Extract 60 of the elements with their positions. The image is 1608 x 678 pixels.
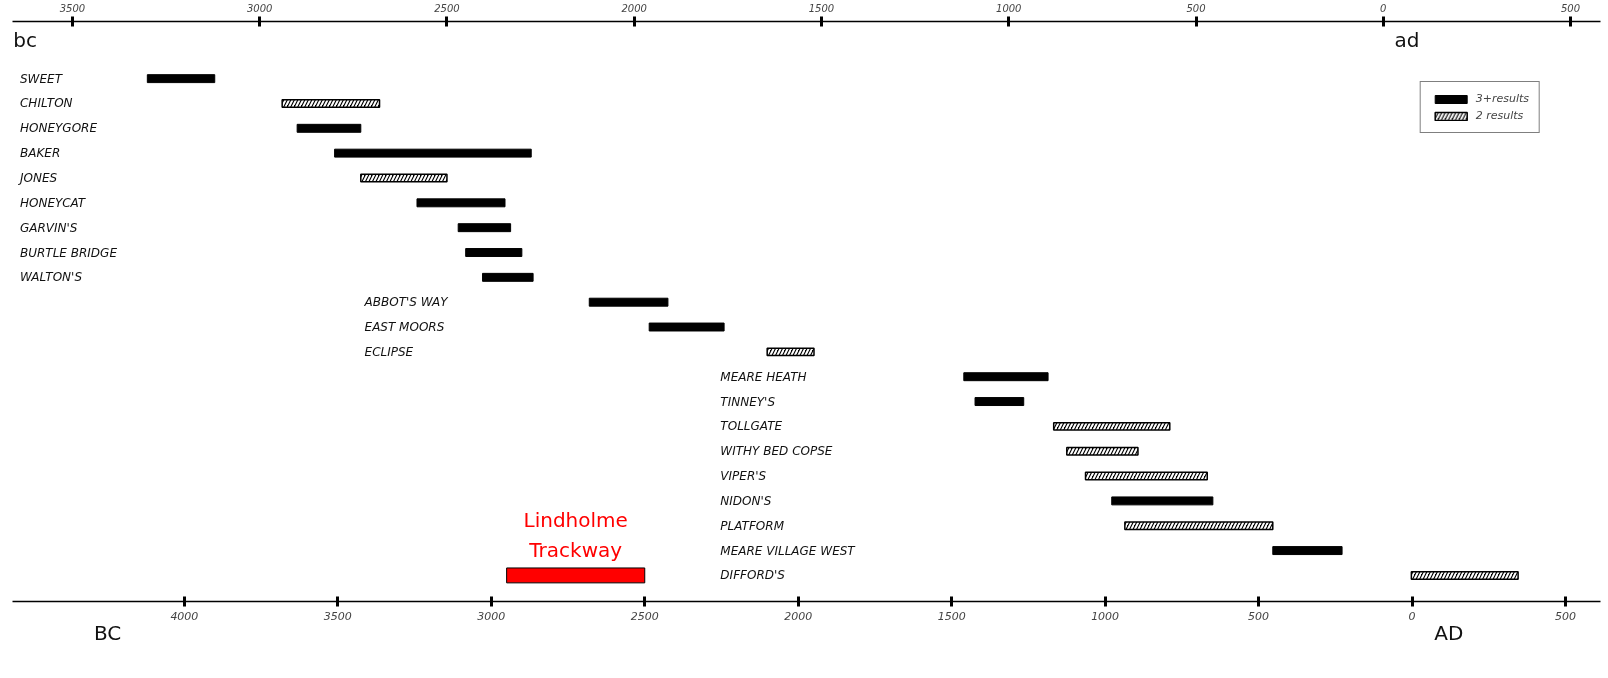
y-tick-label: GARVIN'S <box>19 220 78 235</box>
y-tick-label: ECLIPSE <box>364 344 414 359</box>
x2-tick-label: 500 <box>1555 609 1577 623</box>
x-tick-label: 500 <box>1186 2 1206 14</box>
y-tick-label: BURTLE BRIDGE <box>19 245 118 260</box>
x-tick-label: 500 <box>1560 2 1581 14</box>
text: AD <box>1434 620 1464 645</box>
x2-tick-label: 3500 <box>323 609 352 623</box>
text: bc <box>13 28 37 53</box>
x2-tick-label: 2500 <box>630 609 659 623</box>
x-tick-label: 3000 <box>246 2 273 14</box>
bar <box>416 198 506 208</box>
bar <box>588 297 669 307</box>
y-tick-label: SWEET <box>19 71 64 86</box>
bar <box>334 148 532 158</box>
bar <box>974 397 1025 407</box>
x2-tick-label: 2000 <box>784 609 813 623</box>
y-tick-label: TOLLGATE <box>720 419 783 434</box>
x2-tick-label: 500 <box>1248 609 1270 623</box>
y-tick-label: HONEYCAT <box>19 195 87 210</box>
series-label: Lindholme Trackway <box>523 507 628 562</box>
legend-label: 3+results <box>1475 92 1529 105</box>
x2-tick-label: 3000 <box>477 609 506 623</box>
y-tick-label: VIPER'S <box>720 469 767 484</box>
x-tick-label: 2500 <box>434 2 460 14</box>
text: ad <box>1394 28 1420 53</box>
x2-tick-label: 0 <box>1408 609 1416 623</box>
x-tick-label: 3500 <box>59 2 86 14</box>
text: BC <box>93 620 122 645</box>
y-tick-label: MEARE VILLAGE WEST <box>720 543 857 558</box>
bar <box>1111 496 1214 506</box>
x2-tick-label: 1500 <box>937 609 966 623</box>
x-tick-label: 1500 <box>808 2 835 14</box>
y-tick-label: WALTON'S <box>19 270 83 285</box>
bar <box>146 74 216 84</box>
y-tick-label: WITHY BED COPSE <box>720 444 833 459</box>
x-tick-label: 0 <box>1380 2 1387 14</box>
x2-tick-label: 4000 <box>170 609 199 623</box>
bar <box>1272 546 1343 556</box>
legend-label: 2 results <box>1475 109 1524 122</box>
y-tick-label: EAST MOORS <box>364 320 445 335</box>
y-tick-label: ABBOT'S WAY <box>363 295 450 310</box>
bar <box>457 223 512 233</box>
bar <box>296 123 362 133</box>
y-tick-label: CHILTON <box>19 96 73 111</box>
bar <box>963 372 1049 382</box>
y-tick-label: PLATFORM <box>720 518 785 533</box>
y-tick-label: HONEYGORE <box>19 121 98 136</box>
bar <box>465 248 523 257</box>
y-tick-label: MEARE HEATH <box>720 369 807 384</box>
x2-tick-label: 1000 <box>1091 609 1120 623</box>
x-tick-label: 2000 <box>621 2 647 14</box>
bar <box>482 272 534 282</box>
y-tick-label: JONES <box>17 170 58 185</box>
bar <box>648 322 725 332</box>
y-tick-label: TINNEY'S <box>720 394 776 409</box>
x-tick-label: 1000 <box>996 2 1022 14</box>
y-tick-label: DIFFORD'S <box>720 568 786 583</box>
y-tick-label: BAKER <box>19 146 61 161</box>
y-tick-label: NIDON'S <box>720 493 772 508</box>
